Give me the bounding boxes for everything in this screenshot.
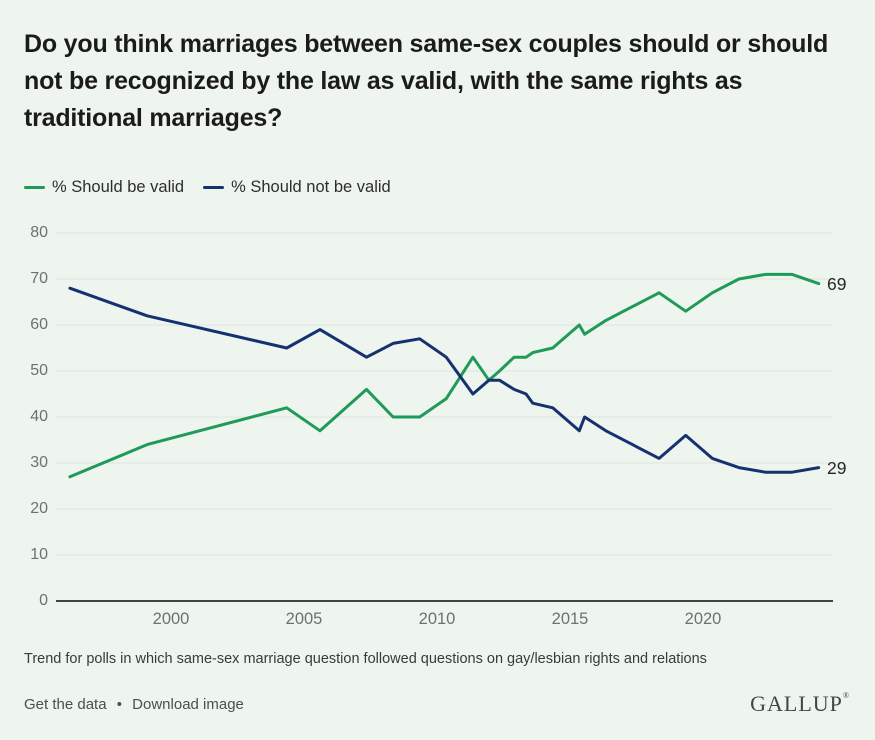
footer-links: Get the data • Download image [24, 696, 244, 713]
title-line: traditional marriages? [24, 104, 283, 132]
legend-item-should-be-valid: % Should be valid [24, 178, 184, 197]
x-tick-label-2020: 2020 [684, 610, 722, 628]
registered-mark: ® [842, 691, 850, 700]
x-tick-label-2000: 2000 [152, 610, 190, 628]
x-tick-label-2005: 2005 [285, 610, 323, 628]
y-tick-label-0: 0 [39, 592, 48, 609]
legend-swatch-green-icon [24, 185, 45, 190]
legend-label-should-not-be-valid: % Should not be valid [231, 178, 391, 196]
title-line: Do you think marriages between same-sex … [24, 30, 829, 58]
legend-item-should-not-be-valid: % Should not be valid [203, 178, 391, 197]
y-tick-label-60: 60 [30, 316, 48, 333]
chart-question-title: Do you think marriages between same-sex … [24, 26, 854, 137]
link-separator: • [116, 696, 122, 713]
chart-footnote: Trend for polls in which same-sex marria… [24, 651, 707, 667]
y-tick-label-30: 30 [30, 454, 48, 471]
chart-legend: % Should be valid % Should not be valid [24, 178, 391, 197]
legend-label-should-be-valid: % Should be valid [52, 178, 185, 196]
y-tick-label-70: 70 [30, 270, 48, 287]
end-value-label-should-be-valid: 69 [827, 273, 847, 294]
y-tick-label-50: 50 [30, 362, 48, 379]
x-tick-label-2010: 2010 [418, 610, 456, 628]
y-tick-label-20: 20 [30, 500, 48, 517]
end-value-label-should-not-be-valid: 29 [827, 457, 847, 478]
y-tick-label-40: 40 [30, 408, 48, 425]
legend-swatch-navy-icon [203, 185, 225, 190]
get-the-data-link[interactable]: Get the data [24, 696, 107, 713]
download-image-link[interactable]: Download image [132, 696, 244, 713]
gallup-logo: GALLUP® [750, 691, 850, 716]
series-line-should-be-valid [68, 272, 821, 479]
y-tick-label-80: 80 [30, 224, 48, 241]
series-line-should-not-be-valid [68, 286, 821, 474]
title-line: not be recognized by the law as valid, w… [24, 67, 743, 95]
x-tick-label-2015: 2015 [551, 610, 589, 628]
y-tick-label-10: 10 [30, 546, 48, 563]
